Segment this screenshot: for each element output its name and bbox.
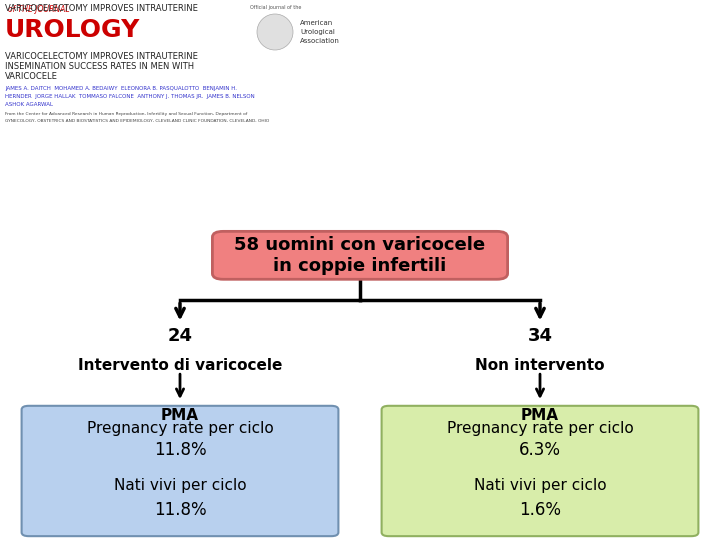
- Text: Urological: Urological: [300, 29, 335, 35]
- Text: 58 uomini con varicocele
in coppie infertili: 58 uomini con varicocele in coppie infer…: [235, 236, 485, 275]
- Text: 6.3%: 6.3%: [519, 441, 561, 459]
- Text: VARICOCELECTOMY IMPROVES INTRAUTERINE: VARICOCELECTOMY IMPROVES INTRAUTERINE: [5, 52, 198, 61]
- Text: Pregnancy rate per ciclo: Pregnancy rate per ciclo: [446, 421, 634, 436]
- FancyBboxPatch shape: [382, 406, 698, 536]
- Text: VARICOCELECTOMY IMPROVES INTRAUTERINE: VARICOCELECTOMY IMPROVES INTRAUTERINE: [5, 4, 198, 13]
- Text: From the Center for Advanced Research in Human Reproduction, Infertility and Sex: From the Center for Advanced Research in…: [5, 112, 248, 116]
- Text: 34: 34: [528, 327, 552, 345]
- Text: 11.8%: 11.8%: [153, 441, 207, 459]
- FancyBboxPatch shape: [212, 231, 508, 279]
- Text: INSEMINATION SUCCESS RATES IN MEN WITH: INSEMINATION SUCCESS RATES IN MEN WITH: [5, 62, 194, 71]
- Text: GYNECOLOGY, OBSTETRICS AND BIOSTATISTICS AND EPIDEMIOLOGY, CLEVELAND CLINIC FOUN: GYNECOLOGY, OBSTETRICS AND BIOSTATISTICS…: [5, 119, 269, 123]
- Text: Non intervento: Non intervento: [475, 358, 605, 373]
- Text: Nati vivi per ciclo: Nati vivi per ciclo: [114, 478, 246, 493]
- Text: Nati vivi per ciclo: Nati vivi per ciclo: [474, 478, 606, 493]
- Text: Intervento di varicocele: Intervento di varicocele: [78, 358, 282, 373]
- FancyBboxPatch shape: [22, 406, 338, 536]
- Text: 1.6%: 1.6%: [519, 501, 561, 519]
- Text: Association: Association: [300, 38, 340, 44]
- Circle shape: [257, 14, 293, 50]
- Text: PMA: PMA: [521, 408, 559, 423]
- Text: PMA: PMA: [161, 408, 199, 423]
- Text: 11.8%: 11.8%: [153, 501, 207, 519]
- Text: JAMES A. DAITCH  MOHAMED A. BEDAIWY  ELEONORA B. PASQUALOTTO  BENJAMIN H.: JAMES A. DAITCH MOHAMED A. BEDAIWY ELEON…: [5, 86, 237, 91]
- Text: VARICOCELE: VARICOCELE: [5, 72, 58, 81]
- Text: 24: 24: [168, 327, 192, 345]
- Text: Pregnancy rate per ciclo: Pregnancy rate per ciclo: [86, 421, 274, 436]
- Text: ASHOK AGARWAL: ASHOK AGARWAL: [5, 102, 53, 107]
- Text: of THE JOURNAL: of THE JOURNAL: [8, 5, 70, 14]
- Text: Official journal of the: Official journal of the: [250, 5, 302, 10]
- Text: UROLOGY: UROLOGY: [5, 18, 140, 42]
- Text: HERNDER  JORGE HALLAK  TOMMASO FALCONE  ANTHONY J. THOMAS JR.  JAMES B. NELSON: HERNDER JORGE HALLAK TOMMASO FALCONE ANT…: [5, 94, 255, 99]
- Text: American: American: [300, 20, 333, 26]
